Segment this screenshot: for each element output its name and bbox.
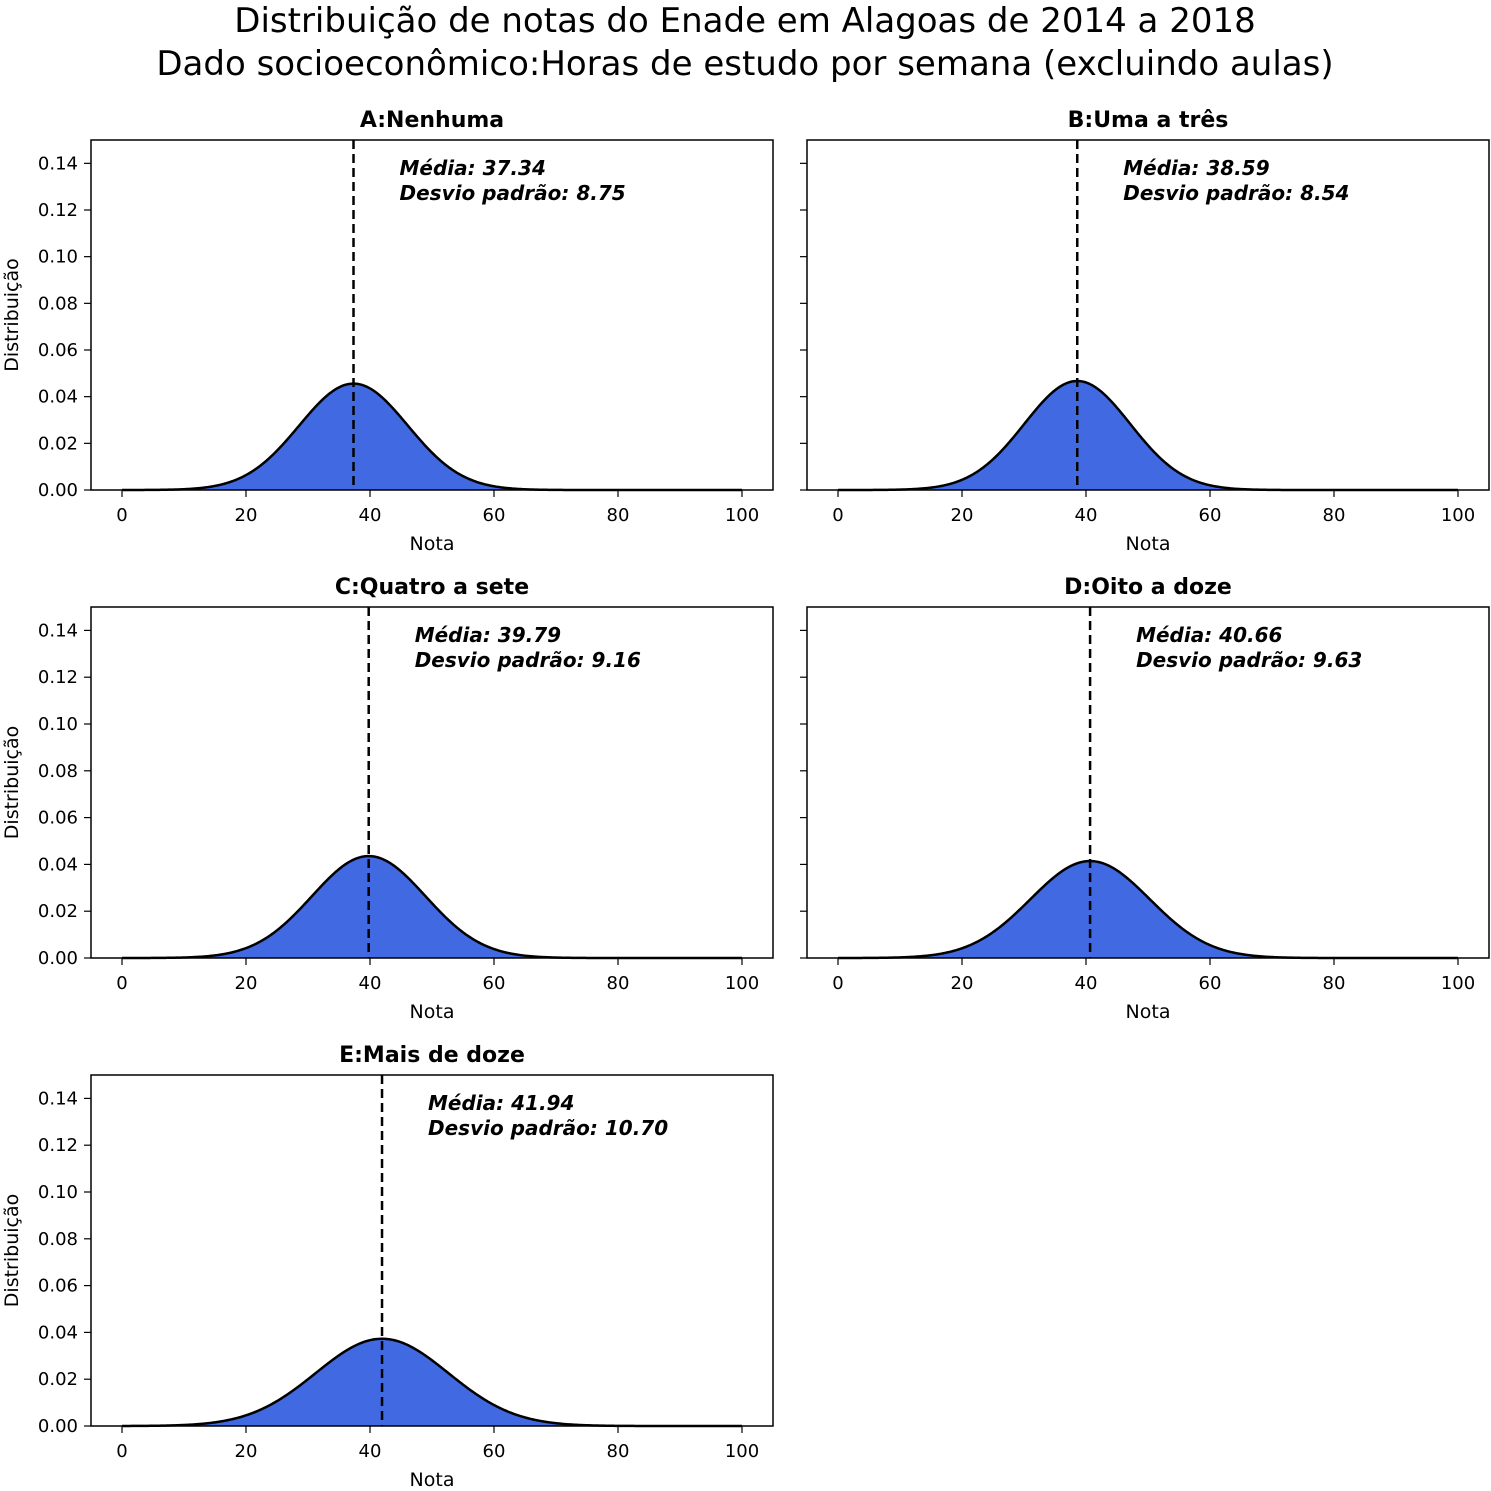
mean-annotation: Média: 40.66: [1136, 623, 1282, 647]
panel-title: D:Oito a doze: [1064, 575, 1232, 600]
panel-4: 0 20 40 60 80 100 D:Oito a doze Nota Média: 40.6…: [800, 575, 1490, 1023]
x-tick-label: 80: [607, 1441, 630, 1462]
x-tick-label: 40: [359, 1441, 382, 1462]
figure-title-line-1: Distribuição de notas do Enade em Alagoa…: [234, 1, 1255, 41]
x-tick-label: 20: [951, 505, 974, 526]
x-tick-label: 100: [725, 973, 759, 994]
mean-annotation: Média: 39.79: [415, 623, 561, 647]
panel-5: 0 20 40 60 80 100 0.00 0.02 0.04 0.06 0.08 0.10 0.12…: [1, 1043, 774, 1491]
x-axis-label: Nota: [1126, 533, 1171, 555]
figure-title-line-2: Dado socioeconômico:Horas de estudo por …: [156, 44, 1333, 84]
y-tick-label: 0.12: [38, 667, 78, 688]
x-tick-label: 20: [951, 973, 974, 994]
y-tick-label: 0.14: [38, 1088, 78, 1109]
x-axis-label: Nota: [410, 1469, 455, 1491]
x-tick-label: 100: [725, 1441, 759, 1462]
y-tick-label: 0.06: [38, 808, 78, 829]
std-annotation: Desvio padrão: 8.75: [400, 181, 626, 205]
mean-annotation: Média: 41.94: [428, 1091, 574, 1115]
x-axis-label: Nota: [410, 533, 455, 555]
density-area: [122, 1338, 742, 1426]
x-tick-label: 20: [235, 505, 258, 526]
x-tick-label: 100: [725, 505, 759, 526]
y-tick-label: 0.10: [38, 1182, 78, 1203]
x-tick-label: 0: [116, 505, 127, 526]
x-tick-label: 80: [1323, 973, 1346, 994]
y-tick-label: 0.14: [38, 153, 78, 174]
density-area: [122, 856, 742, 958]
panel-title: B:Uma a três: [1068, 108, 1229, 133]
axes-frame: [806, 139, 1490, 491]
density-area: [122, 383, 742, 490]
x-tick-label: 0: [116, 1441, 127, 1462]
std-annotation: Desvio padrão: 9.63: [1136, 648, 1362, 672]
x-tick-label: 40: [359, 973, 382, 994]
panel-1: 0 20 40 60 80 100 0.00 0.02 0.04 0.06 0.08 0.10 0.12…: [1, 108, 774, 555]
panel-title: A:Nenhuma: [360, 108, 504, 133]
y-tick-label: 0.04: [38, 854, 78, 875]
y-tick-label: 0.12: [38, 1135, 78, 1156]
y-axis-label: Distribuição: [1, 726, 23, 839]
y-tick-label: 0.00: [38, 948, 78, 969]
x-tick-label: 0: [832, 505, 843, 526]
x-tick-label: 40: [1075, 973, 1098, 994]
y-tick-label: 0.08: [38, 293, 78, 314]
x-tick-label: 80: [607, 505, 630, 526]
y-tick-label: 0.02: [38, 433, 78, 454]
y-tick-label: 0.14: [38, 620, 78, 641]
axes-frame: [90, 606, 774, 959]
x-tick-label: 60: [483, 505, 506, 526]
axes-frame: [90, 139, 774, 491]
y-tick-label: 0.02: [38, 901, 78, 922]
x-tick-label: 20: [235, 1441, 258, 1462]
y-tick-label: 0.00: [38, 1416, 78, 1437]
axes-frame: [90, 1074, 774, 1427]
y-tick-label: 0.10: [38, 714, 78, 735]
x-tick-label: 60: [483, 973, 506, 994]
y-tick-label: 0.04: [38, 1322, 78, 1343]
x-tick-label: 60: [1199, 973, 1222, 994]
x-tick-label: 80: [607, 973, 630, 994]
y-tick-label: 0.06: [38, 1276, 78, 1297]
x-tick-label: 60: [483, 1441, 506, 1462]
x-tick-label: 40: [359, 505, 382, 526]
x-tick-label: 100: [1441, 973, 1475, 994]
std-annotation: Desvio padrão: 9.16: [415, 648, 641, 672]
x-axis-label: Nota: [1126, 1001, 1171, 1023]
panel-title: E:Mais de doze: [339, 1043, 525, 1068]
panels: 0 20 40 60 80 100 0.00 0.02 0.04 0.06 0.08 0.10 0.12…: [1, 108, 1490, 1491]
x-tick-label: 20: [235, 973, 258, 994]
x-tick-label: 40: [1075, 505, 1098, 526]
y-tick-label: 0.00: [38, 480, 78, 501]
axes-frame: [806, 606, 1490, 959]
y-axis-label: Distribuição: [1, 1194, 23, 1307]
std-annotation: Desvio padrão: 10.70: [428, 1116, 668, 1140]
std-annotation: Desvio padrão: 8.54: [1123, 181, 1349, 205]
mean-annotation: Média: 38.59: [1123, 156, 1269, 180]
x-tick-label: 80: [1323, 505, 1346, 526]
x-tick-label: 100: [1441, 505, 1475, 526]
y-tick-label: 0.08: [38, 1229, 78, 1250]
panel-3: 0 20 40 60 80 100 0.00 0.02 0.04 0.06 0.08 0.10 0.12…: [1, 575, 774, 1023]
y-tick-label: 0.10: [38, 247, 78, 268]
density-area: [838, 381, 1458, 490]
x-axis-label: Nota: [410, 1001, 455, 1023]
density-area: [838, 861, 1458, 958]
y-tick-label: 0.12: [38, 200, 78, 221]
x-tick-label: 60: [1199, 505, 1222, 526]
x-tick-label: 0: [116, 973, 127, 994]
panel-2: 0 20 40 60 80 100 B:Uma a três Nota Média: 38.59…: [800, 108, 1490, 555]
y-tick-label: 0.08: [38, 761, 78, 782]
x-tick-label: 0: [832, 973, 843, 994]
panel-title: C:Quatro a sete: [335, 575, 529, 600]
y-tick-label: 0.02: [38, 1369, 78, 1390]
y-tick-label: 0.04: [38, 387, 78, 408]
y-axis-label: Distribuição: [1, 258, 23, 371]
mean-annotation: Média: 37.34: [400, 156, 546, 180]
y-tick-label: 0.06: [38, 340, 78, 361]
